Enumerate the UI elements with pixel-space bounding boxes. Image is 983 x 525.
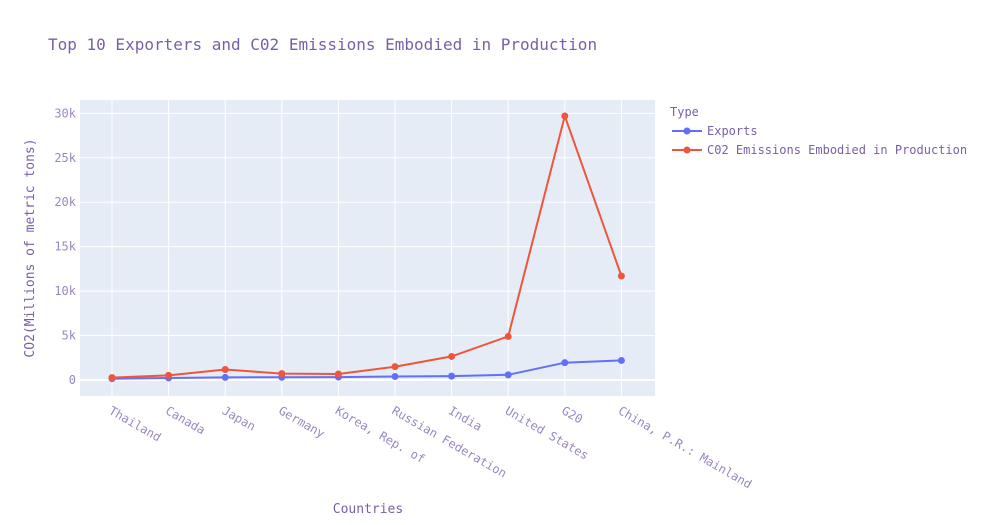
y-tick-label: 30k — [54, 106, 76, 120]
legend-swatch-marker — [683, 127, 691, 135]
data-point[interactable] — [278, 370, 286, 378]
y-axis-title: CO2(Millions of metric tons) — [23, 138, 38, 357]
data-point[interactable] — [165, 371, 173, 379]
x-tick-label: Canada — [163, 403, 208, 437]
legend-item-exports[interactable]: Exports — [672, 124, 758, 138]
series-layer — [108, 112, 625, 383]
data-point[interactable] — [334, 370, 342, 378]
legend: Type Exports C02 Emissions Embodied in Pr… — [670, 105, 967, 157]
x-tick-label: Thailand — [107, 403, 164, 444]
data-point[interactable] — [391, 363, 399, 371]
series-line[interactable] — [111, 112, 623, 379]
y-tick-label: 15k — [54, 240, 76, 254]
y-tick-label: 25k — [54, 151, 76, 165]
series-line[interactable] — [111, 359, 622, 380]
data-point[interactable] — [448, 352, 456, 360]
data-point[interactable] — [221, 366, 229, 374]
y-tick-label: 20k — [54, 195, 76, 209]
legend-title: Type — [670, 105, 699, 119]
x-gridlines — [111, 100, 622, 396]
y-tick-label: 0 — [69, 373, 76, 387]
data-point[interactable] — [504, 332, 512, 340]
x-tick-label: Japan — [220, 403, 258, 433]
data-point[interactable] — [504, 371, 512, 379]
data-point[interactable] — [391, 373, 399, 381]
data-point[interactable] — [617, 356, 625, 364]
data-point[interactable] — [617, 272, 625, 280]
x-tick-label: G20 — [559, 403, 585, 426]
legend-swatch-marker — [683, 146, 691, 154]
legend-item-co2-production[interactable]: C02 Emissions Embodied in Production — [672, 143, 967, 157]
data-point[interactable] — [221, 373, 229, 381]
legend-items: Exports C02 Emissions Embodied in Product… — [672, 124, 967, 157]
y-tick-label: 10k — [54, 284, 76, 298]
y-tick-labels: 0 5k 10k 15k 20k 25k 30k — [54, 106, 76, 387]
legend-label: C02 Emissions Embodied in Production — [707, 143, 967, 157]
data-point[interactable] — [561, 359, 569, 367]
data-point[interactable] — [561, 112, 569, 120]
plot-area[interactable] — [80, 100, 655, 396]
legend-label: Exports — [707, 124, 758, 138]
data-point[interactable] — [448, 372, 456, 380]
x-tick-label: India — [446, 403, 484, 433]
series-co2-production — [108, 112, 625, 382]
y-gridlines — [80, 112, 655, 381]
x-tick-label: China, P.R.: Mainland — [616, 403, 754, 491]
x-tick-labels: Thailand Canada Japan Germany Korea, Rep. of… — [107, 403, 755, 491]
x-tick-label: Germany — [276, 403, 327, 440]
data-point[interactable] — [108, 374, 116, 382]
y-tick-label: 5k — [62, 329, 77, 343]
chart-title: Top 10 Exporters and C02 Emissions Embod… — [48, 35, 597, 54]
x-axis-title: Countries — [333, 502, 403, 517]
